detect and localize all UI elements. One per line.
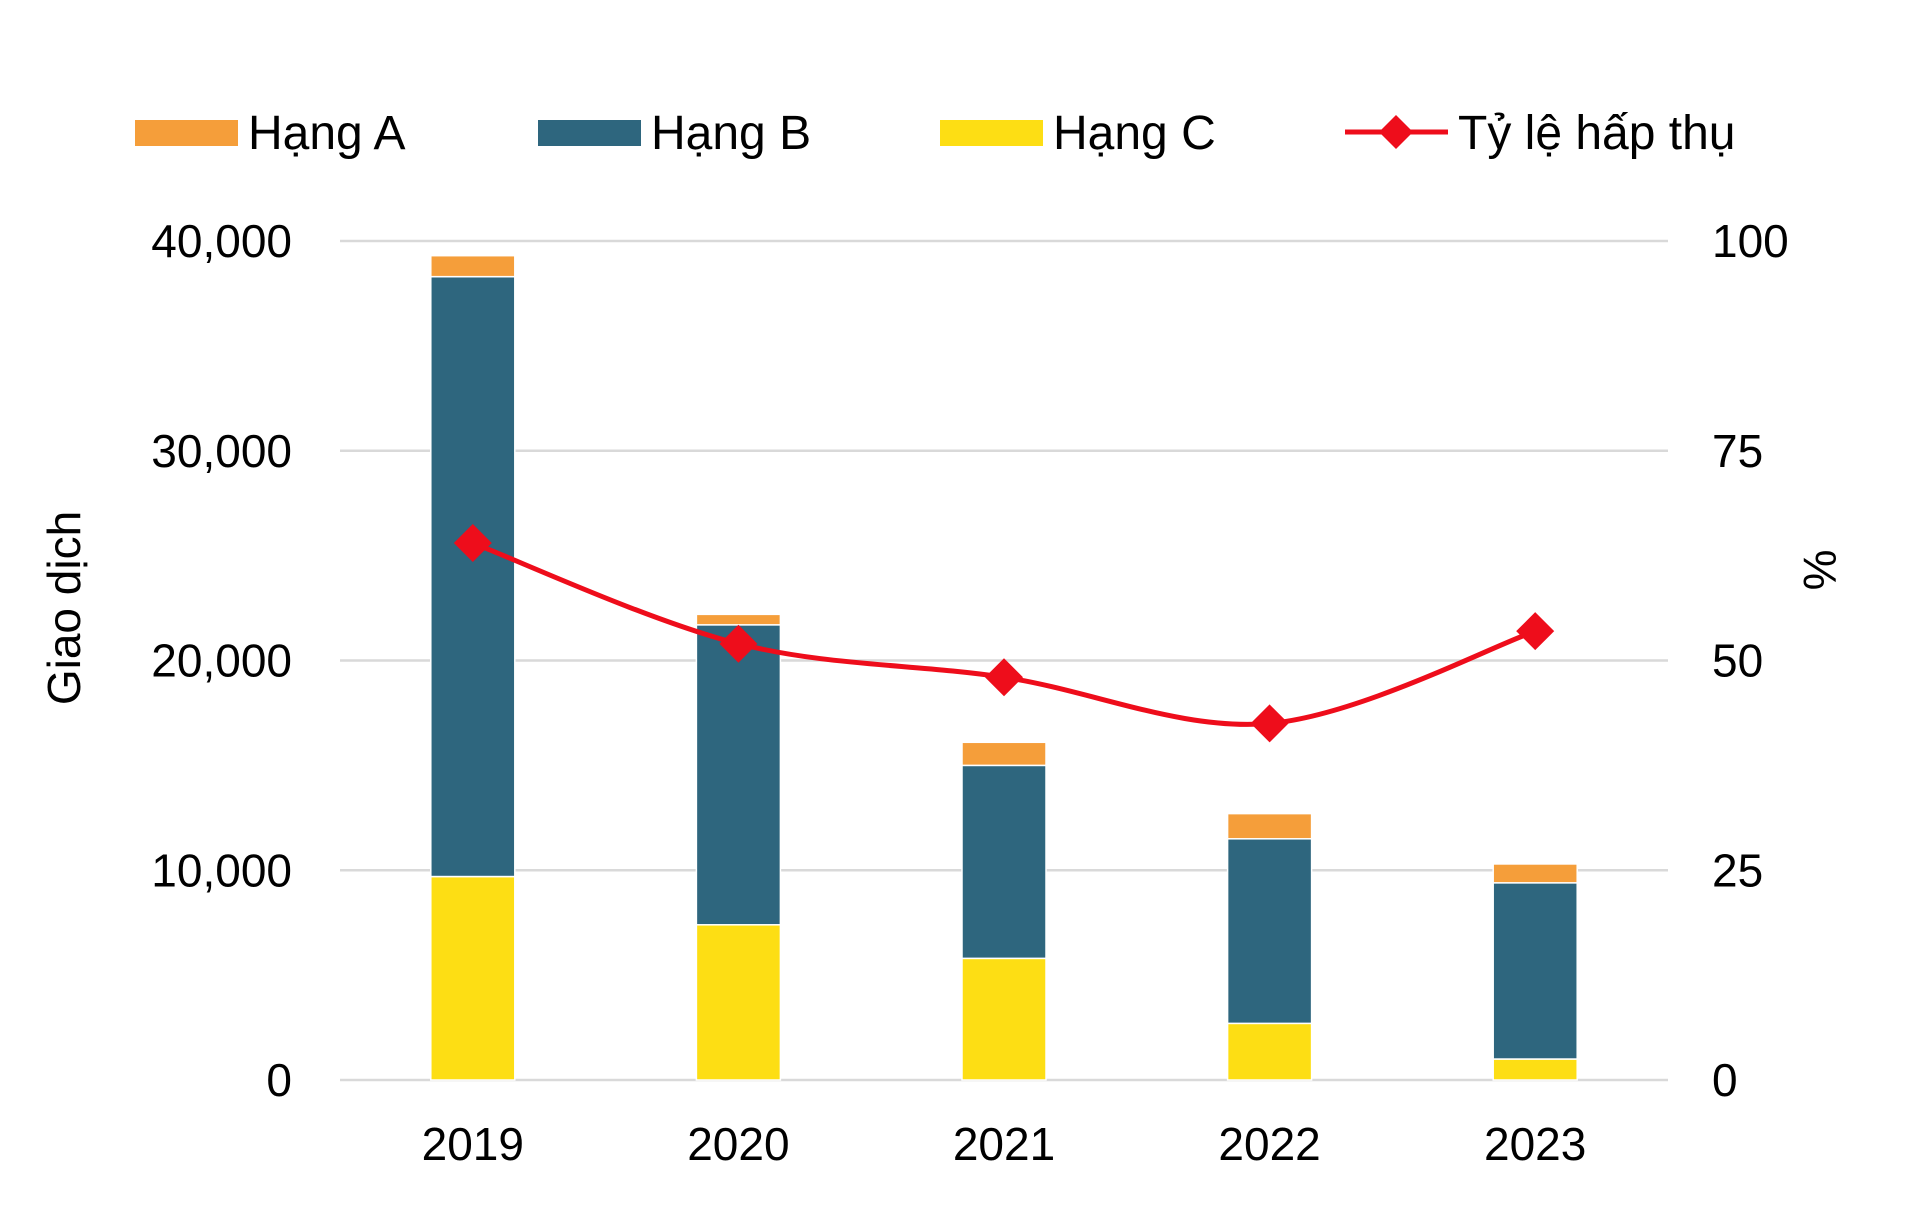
absorption-rate-line xyxy=(471,540,1537,727)
y-axis-label: Giao dịch xyxy=(38,511,90,705)
bar-segment xyxy=(1226,812,1313,840)
line-point-marker xyxy=(453,524,492,563)
legend-label: Hạng B xyxy=(651,107,811,160)
bar-segment xyxy=(1492,1058,1578,1081)
y2-tick-label: 100 xyxy=(1712,215,1789,267)
y-tick-label: 40,000 xyxy=(151,215,292,267)
bar-segment xyxy=(430,275,516,878)
bar-segment xyxy=(961,764,1047,960)
y-tick-label: 20,000 xyxy=(151,635,292,687)
y-tick-label: 30,000 xyxy=(151,425,292,477)
x-tick-label: 2023 xyxy=(1484,1118,1586,1170)
line-point-marker xyxy=(1516,612,1555,651)
y2-tick-label: 0 xyxy=(1712,1054,1738,1106)
bar-segment xyxy=(961,957,1047,1081)
bar-segment xyxy=(961,741,1047,767)
x-axis-ticks: 2019 2020 2021 2022 2023 xyxy=(422,1118,1587,1170)
y2-tick-label: 75 xyxy=(1712,425,1763,477)
line-series xyxy=(453,524,1555,743)
line-point-marker xyxy=(985,658,1023,697)
bar-segment xyxy=(1226,1022,1313,1081)
x-tick-label: 2019 xyxy=(422,1118,524,1170)
legend-swatch xyxy=(940,120,1043,146)
bar-segment xyxy=(1492,882,1578,1060)
legend-label: Hạng C xyxy=(1053,107,1216,160)
left-axis-ticks: 0 10,000 20,000 30,000 40,000 xyxy=(151,215,292,1106)
right-axis-ticks: 0 25 50 75 100 xyxy=(1712,215,1789,1106)
line-point-marker xyxy=(719,624,758,663)
bar-segment xyxy=(1226,838,1313,1025)
bar-segment xyxy=(1492,863,1578,884)
legend-marker xyxy=(1379,115,1413,149)
bar-segment xyxy=(695,624,782,926)
y2-tick-label: 50 xyxy=(1712,635,1763,687)
y2-axis-label: % xyxy=(1794,550,1846,591)
legend: Hạng A Hạng B Hạng C Tỷ lệ hấp thụ xyxy=(135,107,1736,160)
legend-label: Tỷ lệ hấp thụ xyxy=(1458,107,1736,160)
y-tick-label: 0 xyxy=(266,1054,292,1106)
bar-segment xyxy=(695,924,782,1081)
legend-label: Hạng A xyxy=(248,107,405,160)
legend-swatch xyxy=(135,120,238,146)
bar-segment xyxy=(695,613,782,626)
x-tick-label: 2021 xyxy=(953,1118,1055,1170)
x-tick-label: 2020 xyxy=(687,1118,789,1170)
legend-swatch xyxy=(538,120,641,146)
bar-series xyxy=(430,254,1578,1081)
x-tick-label: 2022 xyxy=(1218,1118,1320,1170)
bar-segment xyxy=(430,875,516,1081)
y2-tick-label: 25 xyxy=(1712,844,1763,896)
y-tick-label: 10,000 xyxy=(151,844,292,896)
bar-segment xyxy=(430,254,516,278)
line-point-marker xyxy=(1250,704,1289,743)
